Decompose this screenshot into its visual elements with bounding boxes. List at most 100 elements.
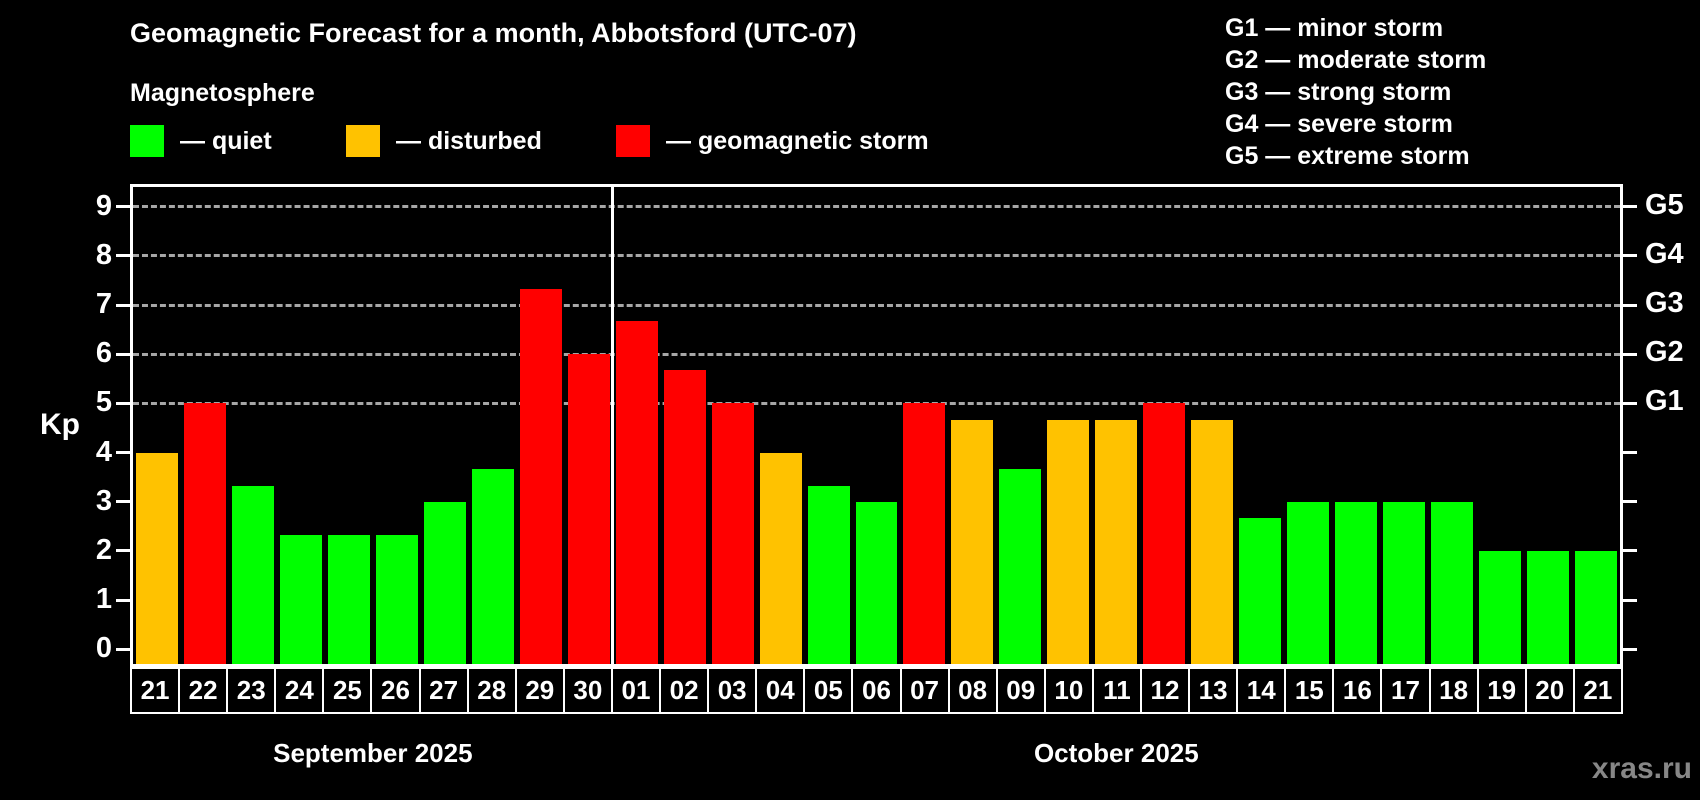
- chart-title: Geomagnetic Forecast for a month, Abbots…: [130, 18, 857, 48]
- y-axis-tick-label: 3: [95, 484, 112, 517]
- y-axis-tick-right: [1623, 205, 1637, 209]
- kp-bar: [663, 370, 706, 664]
- kp-bar: [423, 501, 466, 664]
- y-axis-tick-label: 6: [95, 337, 112, 370]
- day-label-cell: 15: [1284, 667, 1335, 714]
- day-label-cell: 19: [1476, 667, 1527, 714]
- y-axis-tick-right: [1623, 401, 1637, 405]
- kp-bar: [183, 403, 226, 664]
- kp-bar: [136, 452, 178, 664]
- day-label-cell: 10: [1043, 667, 1094, 714]
- storm-scale-g3: G3 — strong storm: [1225, 78, 1452, 106]
- day-label-cell: 30: [562, 667, 613, 714]
- legend-label-disturbed: — disturbed: [396, 126, 542, 155]
- month-separator-line: [611, 187, 615, 664]
- day-label-cell: 04: [755, 667, 806, 714]
- y-axis-tick-label: 0: [95, 632, 112, 665]
- storm-scale-g2: G2 — moderate storm: [1225, 46, 1487, 74]
- watermark: xras.ru: [1591, 752, 1692, 785]
- gridline-kp-6: [133, 352, 1620, 356]
- right-axis-label-g3: G3: [1645, 287, 1684, 320]
- day-label-cell: 22: [178, 667, 229, 714]
- day-label-cell: 11: [1091, 667, 1142, 714]
- day-label-cell: 27: [418, 667, 469, 714]
- day-label-cell: 23: [226, 667, 277, 714]
- day-label-cell: 03: [707, 667, 758, 714]
- y-axis-tick-label: 5: [95, 386, 112, 419]
- day-axis: 21 22 23 24 25 26 27 28 29 30 01 02 03 04 05 06 07 08 09 10…: [130, 667, 1623, 714]
- kp-bar: [375, 534, 418, 664]
- y-axis-tick-left: [116, 254, 130, 258]
- day-label-cell: 13: [1188, 667, 1239, 714]
- kp-bar: [903, 403, 946, 664]
- day-label-cell: 09: [995, 667, 1046, 714]
- kp-bar: [519, 288, 562, 664]
- kp-bar: [1335, 501, 1378, 664]
- kp-bar: [759, 452, 802, 664]
- kp-bar: [1143, 403, 1186, 664]
- gridline-kp-9: [133, 205, 1620, 209]
- day-label-cell: 14: [1236, 667, 1287, 714]
- kp-bar: [999, 468, 1042, 664]
- day-label-cell: 01: [610, 667, 662, 714]
- day-label-cell: 24: [274, 667, 325, 714]
- y-axis-tick-left: [116, 352, 130, 356]
- y-axis-tick-right: [1623, 598, 1637, 602]
- y-axis-tick-left: [116, 500, 130, 504]
- kp-bar: [279, 534, 322, 664]
- day-label-cell: 20: [1524, 667, 1575, 714]
- right-axis-label-g4: G4: [1645, 237, 1684, 270]
- y-axis-tick-right: [1623, 451, 1637, 455]
- kp-bar: [1287, 501, 1330, 664]
- kp-bar: [1479, 550, 1522, 664]
- y-axis-title: Kp: [40, 408, 80, 441]
- kp-bar: [1575, 550, 1617, 664]
- day-label-cell: 16: [1332, 667, 1383, 714]
- storm-scale-g5: G5 — extreme storm: [1225, 142, 1470, 170]
- y-axis-tick-left: [116, 598, 130, 602]
- y-axis-tick-right: [1623, 303, 1637, 307]
- y-axis-tick-label: 9: [95, 189, 112, 222]
- kp-bar: [615, 321, 658, 664]
- disturbed-color-swatch: [346, 125, 380, 157]
- kp-bar: [1431, 501, 1474, 664]
- kp-bar: [1383, 501, 1426, 664]
- month-label: October 2025: [1033, 738, 1199, 768]
- gridline-kp-8: [133, 254, 1620, 258]
- legend-item-quiet: — quiet: [130, 124, 272, 158]
- day-label-cell: 06: [851, 667, 902, 714]
- y-axis-tick-right: [1623, 647, 1637, 651]
- kp-bar: [951, 419, 994, 664]
- y-axis-tick-right: [1623, 352, 1637, 356]
- y-axis-tick-right: [1623, 549, 1637, 553]
- kp-bar: [231, 485, 274, 664]
- gridline-kp-7: [133, 303, 1620, 307]
- month-label: September 2025: [273, 738, 473, 768]
- y-axis-tick-label: 8: [95, 238, 112, 271]
- y-axis-tick-left: [116, 303, 130, 307]
- legend-item-storm: — geomagnetic storm: [616, 124, 929, 158]
- kp-bar: [711, 403, 754, 664]
- kp-bar: [1047, 419, 1090, 664]
- y-axis-tick-right: [1623, 254, 1637, 258]
- kp-bar: [1239, 517, 1282, 664]
- day-label-cell: 25: [322, 667, 373, 714]
- day-label-cell: 05: [803, 667, 854, 714]
- day-label-cell: 21: [130, 667, 181, 714]
- y-axis-tick-right: [1623, 500, 1637, 504]
- kp-bar: [1095, 419, 1138, 664]
- storm-color-swatch: [616, 125, 650, 157]
- kp-bar: [855, 501, 898, 664]
- legend-item-disturbed: — disturbed: [346, 124, 542, 158]
- day-label-cell: 08: [947, 667, 998, 714]
- kp-bar: [1191, 419, 1234, 664]
- chart-subtitle: Magnetosphere: [130, 79, 315, 107]
- y-axis-tick-left: [116, 401, 130, 405]
- right-axis-label-g5: G5: [1645, 188, 1684, 221]
- day-label-cell: 18: [1428, 667, 1479, 714]
- right-axis-label-g2: G2: [1645, 336, 1684, 369]
- plot-area: [130, 184, 1623, 667]
- y-axis-tick-left: [116, 647, 130, 651]
- kp-bar: [471, 468, 514, 664]
